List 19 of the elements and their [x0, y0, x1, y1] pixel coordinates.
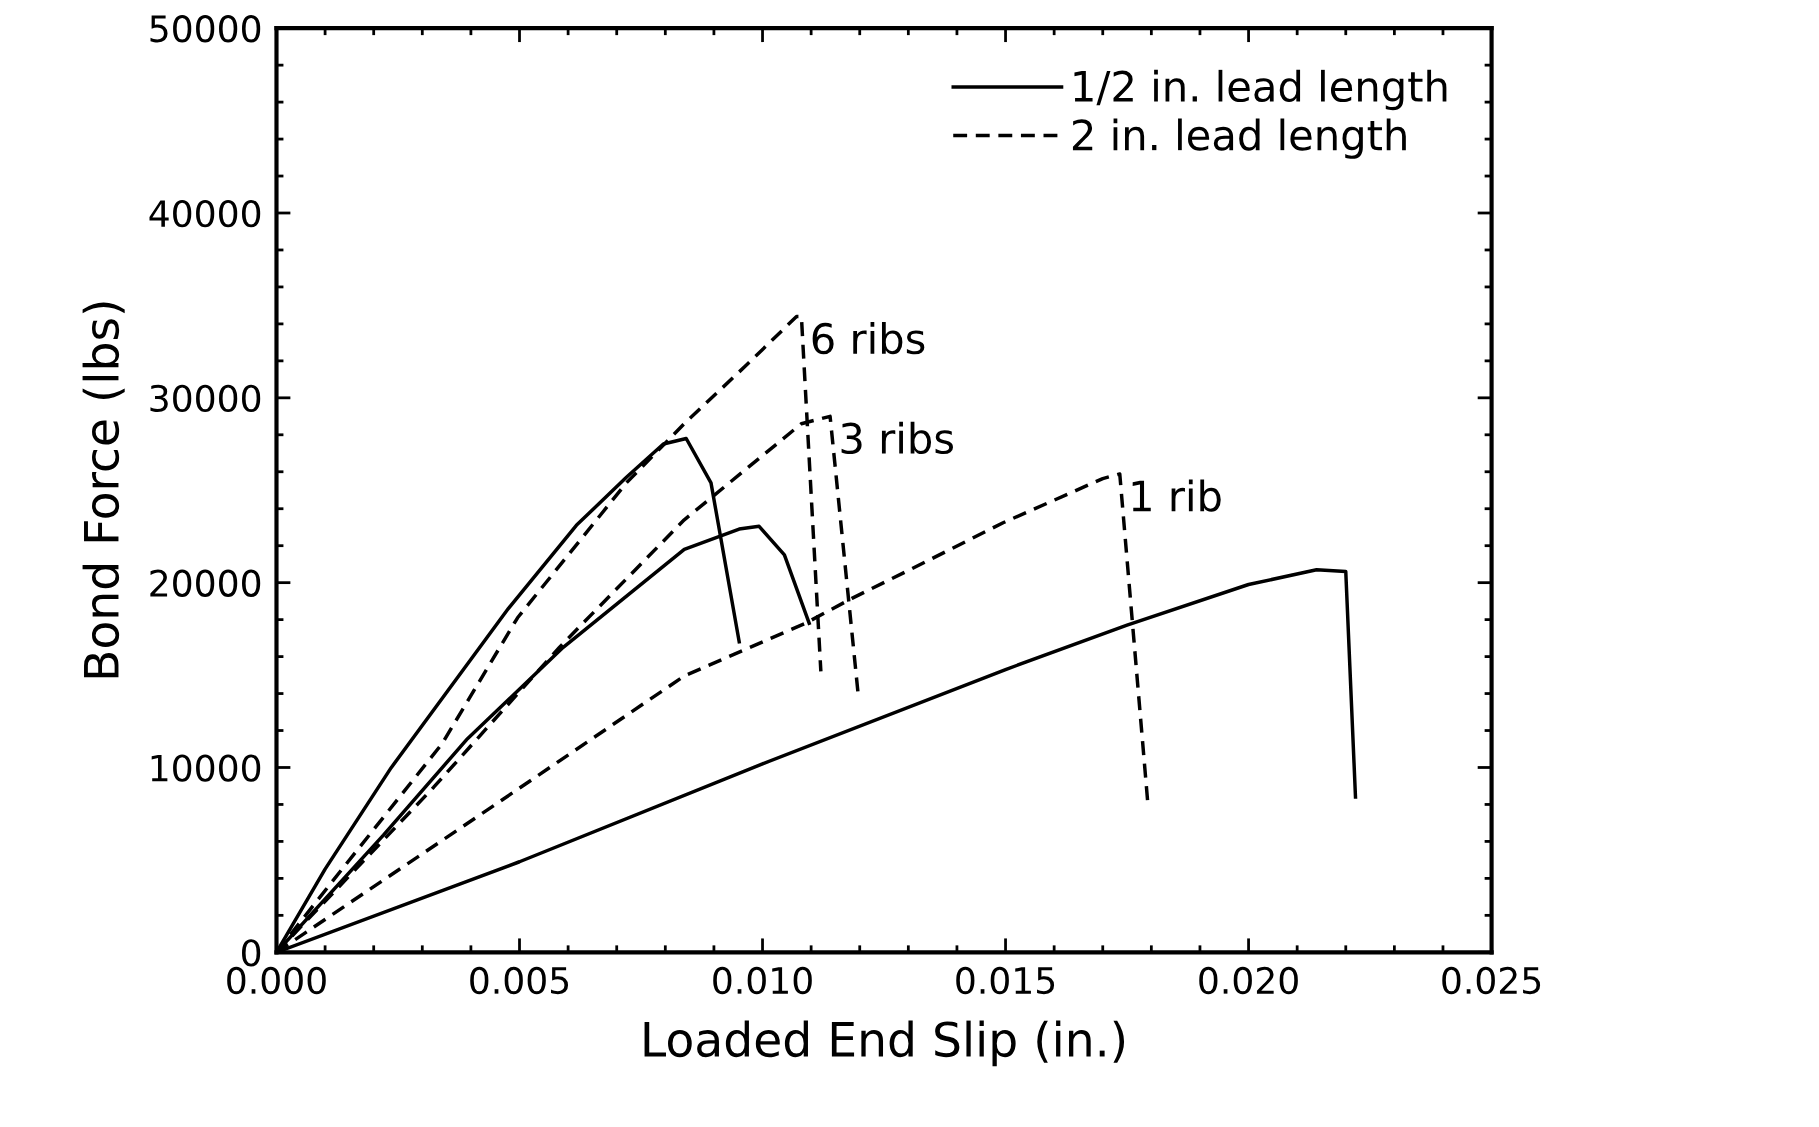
annotation: 3 ribs: [841, 421, 953, 455]
y-tick-label: 0: [242, 939, 261, 967]
x-tick-label: 0.000: [227, 966, 326, 995]
x-axis-title: Loaded End Slip (in.): [644, 1020, 1125, 1067]
y-tick-label: 10000: [151, 754, 261, 782]
y-axis-title: Bond Force (lbs): [82, 302, 125, 678]
x-tick-label: 0.010: [713, 966, 812, 995]
x-tick-label: 0.015: [956, 966, 1055, 995]
annotation: 6 ribs: [812, 322, 925, 355]
x-tick-label: 0.005: [470, 966, 569, 995]
legend-label: 1/2 in. lead length: [1074, 69, 1447, 111]
x-tick-label: 0.025: [1442, 966, 1541, 995]
y-tick-label: 50000: [150, 15, 261, 43]
x-tick-label: 0.020: [1199, 966, 1298, 995]
y-tick-label: 30000: [150, 384, 261, 413]
annotation: 1 rib: [1132, 479, 1221, 512]
y-tick-label: 20000: [150, 569, 261, 597]
y-tick-label: 40000: [149, 199, 261, 228]
legend-label: 2 in. lead length: [1072, 118, 1406, 159]
